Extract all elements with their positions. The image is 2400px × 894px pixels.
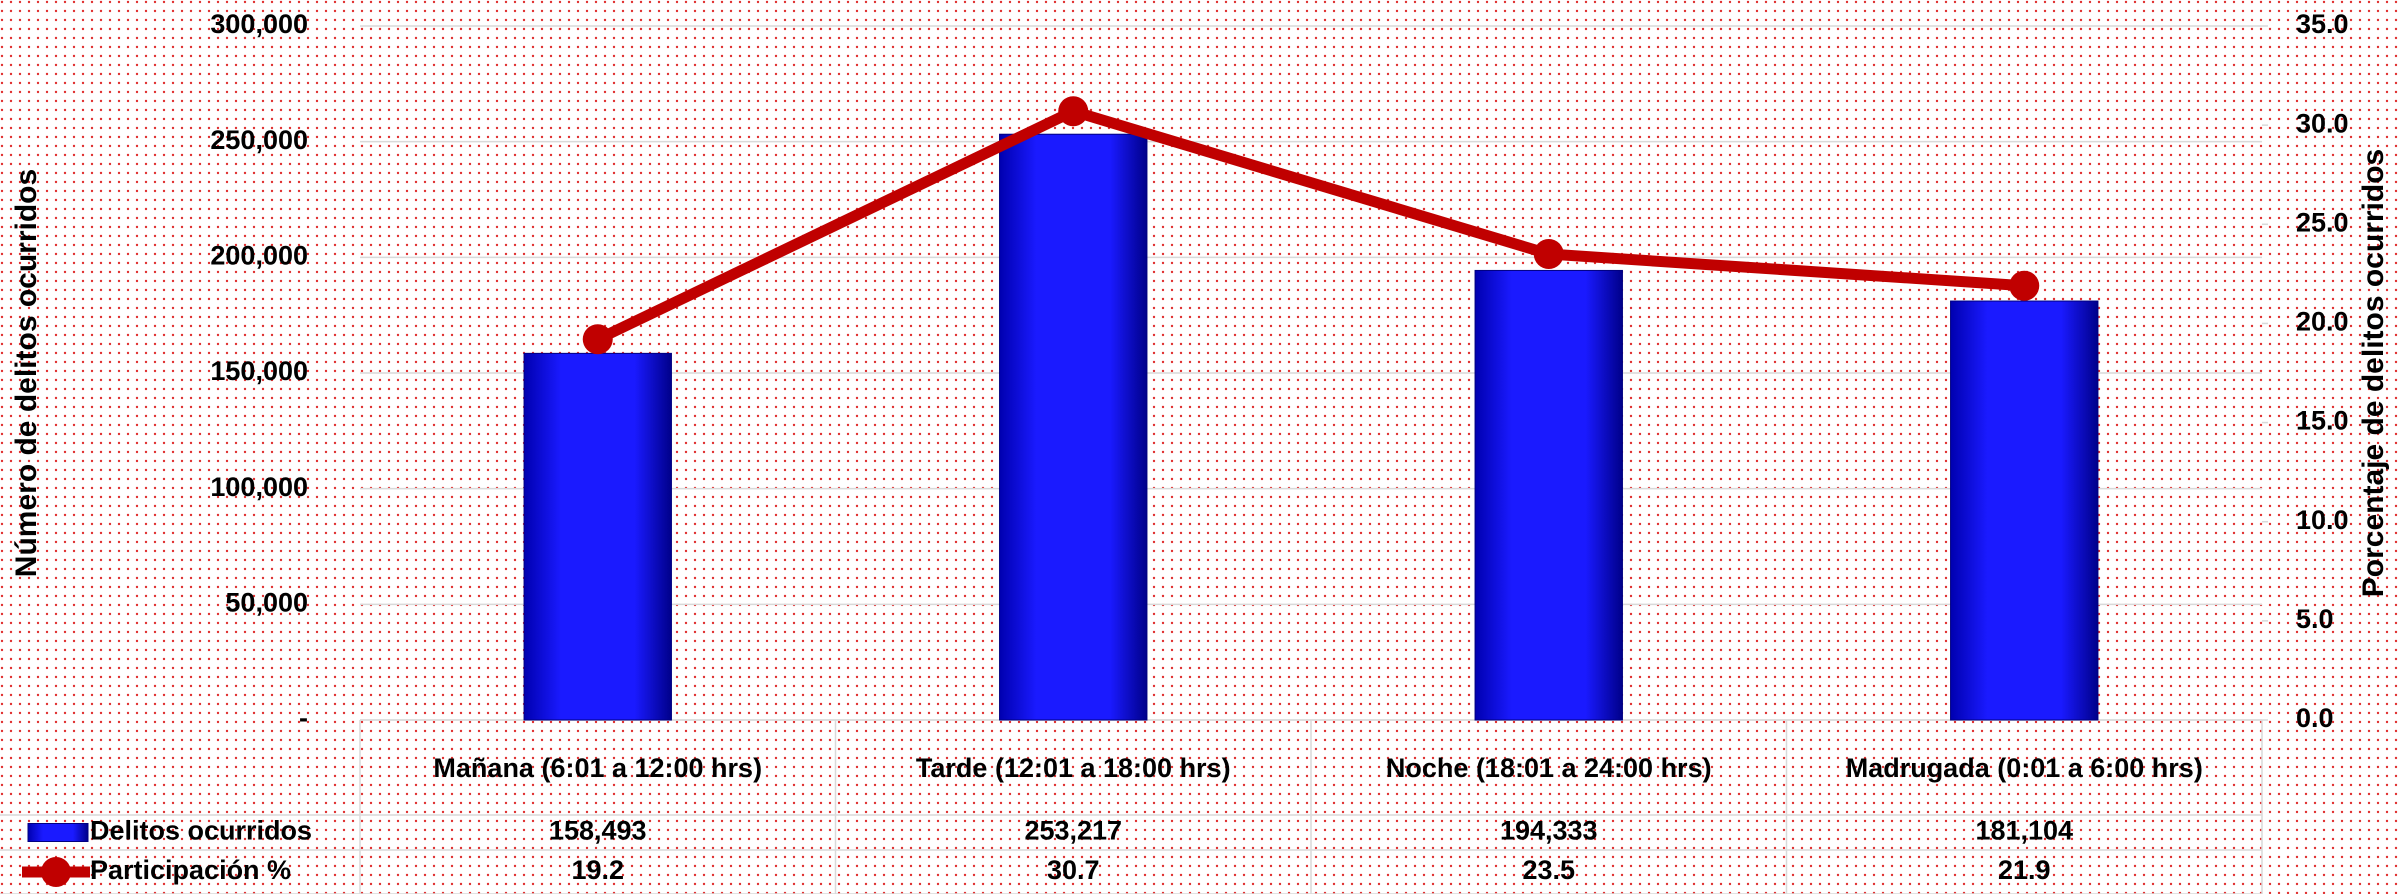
y2-tick-label: 10.0: [2296, 505, 2349, 535]
line-marker: [1533, 239, 1564, 270]
line-marker: [582, 324, 613, 355]
y-tick-label: 50,000: [225, 587, 308, 617]
x-tick-label: Madrugada (0:01 a 6:00 hrs): [1845, 752, 2203, 783]
y-tick-label: 200,000: [210, 240, 308, 270]
legend-key: [27, 823, 89, 842]
bar: [523, 352, 672, 721]
table-value: 30.7: [1047, 855, 1100, 885]
y2-tick-label: 0.0: [2296, 703, 2334, 733]
line-marker: [2009, 270, 2040, 301]
x-tick-label-box: Madrugada (0:01 a 6:00 hrs): [1845, 752, 2203, 783]
legend-label: Participación %: [90, 855, 291, 885]
table-value: 23.5: [1522, 855, 1575, 885]
x-tick-label: Noche (18:01 a 24:00 hrs): [1385, 752, 1712, 783]
y-tick-label: -: [299, 703, 308, 733]
y2-tick-label: 30.0: [2296, 108, 2349, 138]
table-value: 19.2: [571, 855, 624, 885]
bar: [1474, 269, 1623, 721]
legend-key: [41, 857, 71, 887]
y-tick-label: 300,000: [210, 9, 308, 39]
line: [595, 105, 2025, 345]
y-tick-label: 100,000: [210, 472, 308, 502]
table-value: 253,217: [1024, 816, 1122, 846]
y2-tick-label: 20.0: [2296, 307, 2349, 337]
table-value: 181,104: [1975, 816, 2073, 846]
legend-label: Delitos ocurridos: [90, 816, 312, 846]
table-value: 194,333: [1500, 816, 1598, 846]
line-marker: [1058, 96, 1089, 127]
table-value: 158,493: [549, 816, 647, 846]
y-tick-label: 250,000: [210, 125, 308, 155]
y2-tick-label: 15.0: [2296, 406, 2349, 436]
bar: [1950, 300, 2099, 721]
bar: [999, 133, 1148, 721]
y2-axis-title: Porcentaje de delitos ocurridos: [2357, 149, 2390, 597]
x-tick-label-box: Noche (18:01 a 24:00 hrs): [1385, 752, 1712, 783]
x-tick-label-box: Mañana (6:01 a 12:00 hrs): [433, 752, 763, 783]
y-axis-title: Número de delitos ocurridos: [10, 169, 43, 577]
y2-tick-label: 25.0: [2296, 207, 2349, 237]
x-tick-label-box: Tarde (12:01 a 18:00 hrs): [915, 752, 1231, 783]
x-tick-label: Tarde (12:01 a 18:00 hrs): [915, 752, 1231, 783]
table-value: 21.9: [1998, 855, 2051, 885]
y2-tick-label: 35.0: [2296, 9, 2349, 39]
x-tick-label: Mañana (6:01 a 12:00 hrs): [433, 752, 763, 783]
y2-tick-label: 5.0: [2296, 604, 2334, 634]
y-tick-label: 150,000: [210, 356, 308, 386]
